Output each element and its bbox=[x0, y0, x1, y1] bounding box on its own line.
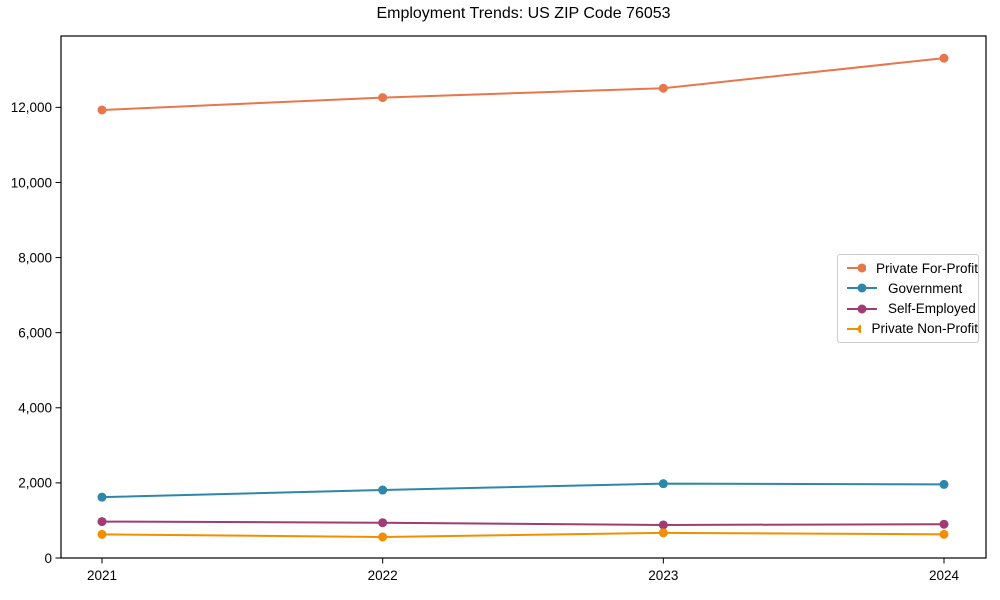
data-point-private-non-profit-2022 bbox=[378, 532, 388, 542]
data-point-government-2024 bbox=[939, 479, 949, 489]
legend-item-private-non-profit: Private Non-Profit bbox=[838, 319, 978, 339]
legend-marker-icon bbox=[847, 304, 877, 314]
y-axis-tick-label: 0 bbox=[44, 551, 52, 566]
legend-label: Private For-Profit bbox=[875, 260, 978, 276]
legend-label: Government bbox=[888, 280, 963, 296]
data-point-self-employed-2022 bbox=[378, 518, 388, 528]
data-point-government-2023 bbox=[658, 479, 668, 489]
x-axis-tick-label: 2022 bbox=[368, 568, 398, 583]
x-axis-tick-label: 2021 bbox=[87, 568, 117, 583]
legend-item-private-for-profit: Private For-Profit bbox=[838, 258, 978, 278]
legend-item-self-employed: Self-Employed bbox=[838, 299, 978, 319]
data-point-self-employed-2023 bbox=[658, 520, 668, 530]
data-point-self-employed-2024 bbox=[939, 519, 949, 529]
data-point-private-for-profit-2021 bbox=[97, 105, 107, 115]
y-axis-tick-label: 4,000 bbox=[18, 401, 52, 416]
legend-item-government: Government bbox=[838, 278, 978, 298]
y-axis-tick-label: 6,000 bbox=[18, 325, 52, 340]
data-point-private-non-profit-2024 bbox=[939, 529, 949, 539]
data-point-private-non-profit-2023 bbox=[658, 528, 668, 538]
legend-marker-icon bbox=[847, 324, 862, 334]
series-line-private-non-profit bbox=[101, 531, 945, 538]
data-point-government-2021 bbox=[97, 492, 107, 502]
data-point-private-for-profit-2024 bbox=[939, 53, 949, 63]
x-axis-tick-label: 2024 bbox=[929, 568, 960, 583]
legend-marker-icon bbox=[847, 283, 877, 293]
data-point-private-non-profit-2021 bbox=[97, 529, 107, 539]
plot-border bbox=[60, 35, 987, 559]
y-axis-tick-label: 2,000 bbox=[18, 476, 52, 491]
data-point-government-2022 bbox=[378, 485, 388, 495]
legend-marker-icon bbox=[847, 263, 866, 273]
legend-label: Private Non-Profit bbox=[871, 321, 978, 337]
x-axis-tick-label: 2023 bbox=[648, 568, 678, 583]
y-axis-tick-label: 8,000 bbox=[18, 250, 52, 265]
y-axis-tick-label: 12,000 bbox=[11, 100, 52, 115]
y-axis-tick-label: 10,000 bbox=[11, 175, 52, 190]
legend-label: Self-Employed bbox=[888, 301, 976, 317]
series-line-self-employed bbox=[101, 520, 945, 526]
series-line-private-for-profit bbox=[101, 57, 945, 111]
chart-legend: Private For-Profit Government Self-Employe… bbox=[837, 254, 979, 343]
series-line-government bbox=[101, 482, 945, 499]
data-point-private-for-profit-2023 bbox=[658, 83, 668, 93]
chart-title: Employment Trends: US ZIP Code 76053 bbox=[376, 5, 671, 22]
data-point-self-employed-2021 bbox=[97, 517, 107, 527]
data-point-private-for-profit-2022 bbox=[378, 93, 388, 103]
